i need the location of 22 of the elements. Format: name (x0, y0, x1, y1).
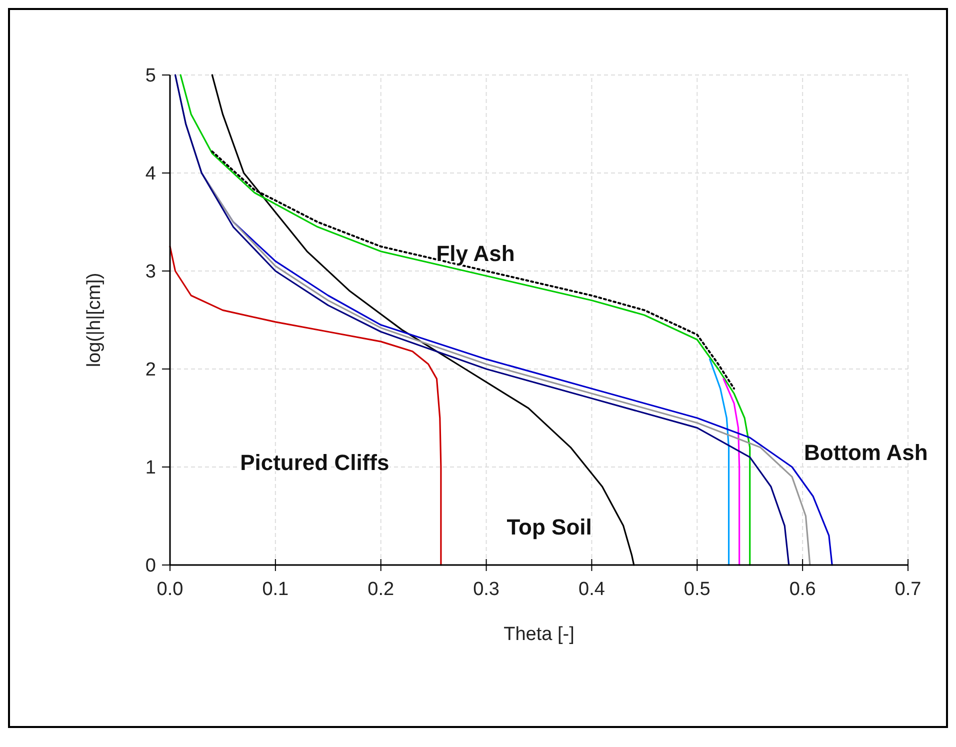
x-axis-title: Theta [-] (504, 624, 574, 645)
y-tick-label: 3 (145, 262, 156, 283)
annotation: Bottom Ash (804, 440, 928, 465)
x-tick-label: 0.6 (789, 579, 816, 600)
x-tick-label: 0.0 (156, 579, 184, 600)
y-axis-title: log(|h|[cm]) (84, 272, 105, 368)
line-series (708, 358, 730, 566)
x-tick-label: 0.4 (578, 579, 606, 600)
x-tick-label: 0.3 (473, 579, 500, 600)
x-tick-label: 0.2 (368, 579, 394, 600)
y-tick-label: 1 (145, 458, 156, 479)
x-tick-label: 0.5 (684, 579, 710, 600)
x-tick-label: 0.1 (262, 579, 289, 600)
y-tick-label: 4 (145, 164, 156, 185)
annotation: Pictured Cliffs (240, 450, 390, 475)
y-tick-label: 2 (145, 360, 156, 381)
y-tick-label: 0 (145, 556, 156, 577)
line-series (722, 378, 740, 566)
x-tick-label: 0.7 (894, 579, 922, 600)
y-tick-label: 5 (145, 66, 156, 87)
annotation: Top Soil (506, 514, 592, 540)
annotation: Fly Ash (436, 241, 515, 266)
